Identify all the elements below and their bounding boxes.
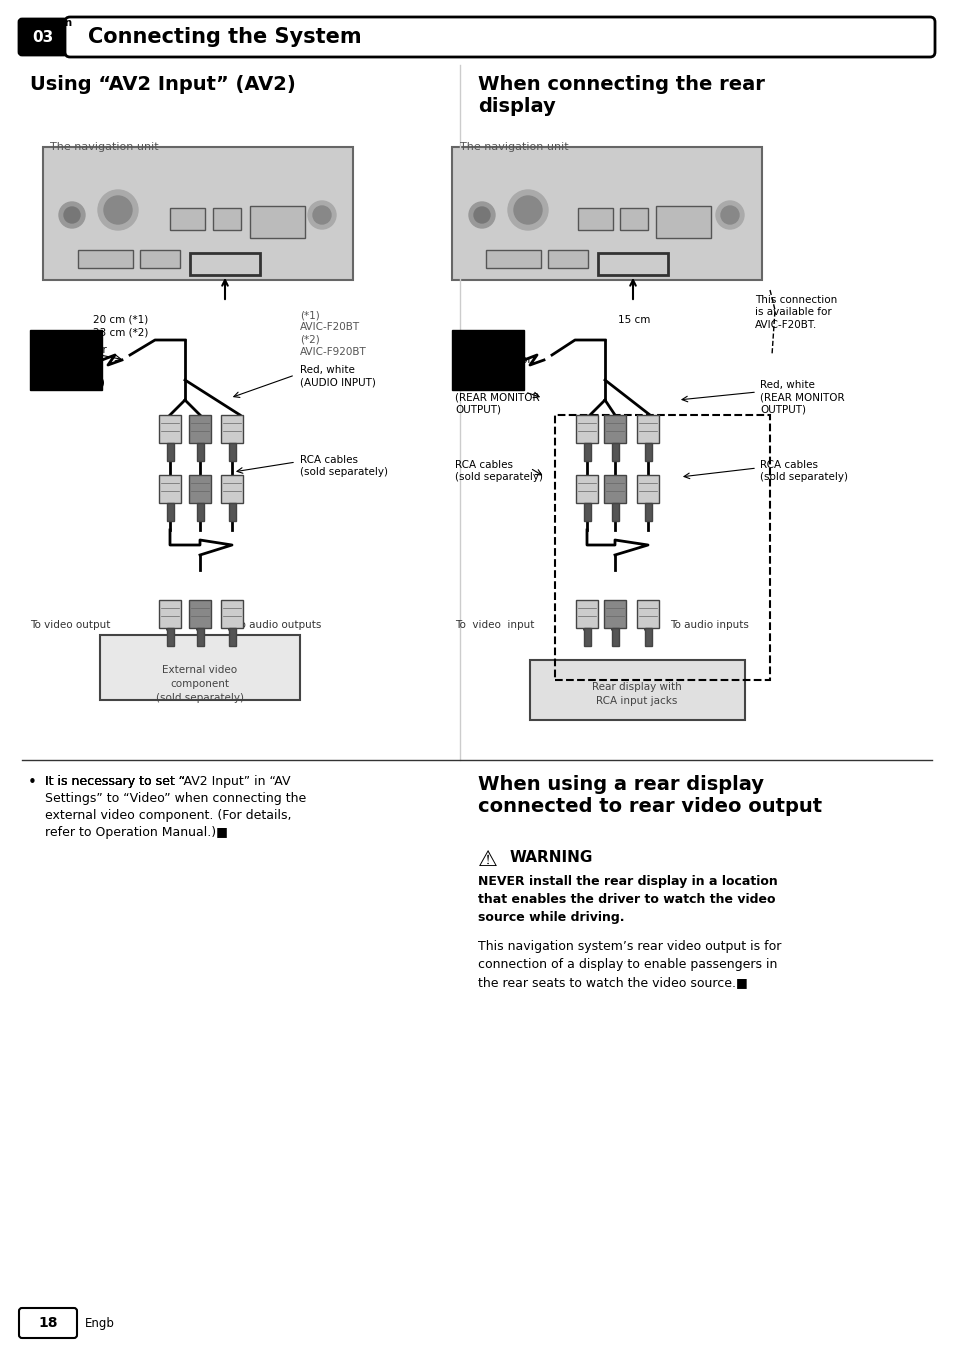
Circle shape — [514, 196, 541, 224]
Bar — [250, 206, 305, 238]
Bar — [100, 635, 299, 700]
Circle shape — [104, 196, 132, 224]
Bar — [167, 503, 173, 521]
Bar — [576, 600, 598, 627]
Bar — [196, 443, 204, 461]
Text: To  video  input: To video input — [455, 621, 534, 630]
Circle shape — [720, 206, 739, 224]
Bar — [612, 503, 618, 521]
Bar — [189, 600, 211, 627]
Text: RCA cables
(sold separately): RCA cables (sold separately) — [299, 456, 388, 477]
Bar — [612, 627, 618, 646]
Bar — [159, 600, 181, 627]
FancyBboxPatch shape — [19, 1307, 77, 1338]
Bar — [583, 627, 590, 646]
Bar — [167, 443, 173, 461]
Text: WARNING: WARNING — [510, 850, 593, 865]
Bar — [485, 250, 540, 268]
Circle shape — [716, 201, 743, 228]
Bar — [637, 415, 659, 443]
Bar — [190, 253, 260, 274]
FancyBboxPatch shape — [452, 147, 761, 280]
FancyBboxPatch shape — [65, 18, 934, 57]
Bar — [530, 660, 744, 721]
Text: 18: 18 — [38, 1315, 58, 1330]
Text: External video
component
(sold separately): External video component (sold separatel… — [156, 665, 244, 703]
Bar — [140, 250, 180, 268]
Circle shape — [308, 201, 335, 228]
Bar — [603, 600, 625, 627]
Circle shape — [64, 207, 80, 223]
Text: Yellow
(REAR MONITOR
OUTPUT): Yellow (REAR MONITOR OUTPUT) — [455, 380, 539, 415]
Bar — [221, 415, 243, 443]
Text: Yellow
(VIDEO INPUT): Yellow (VIDEO INPUT) — [30, 365, 105, 388]
Text: Rear display with
RCA input jacks: Rear display with RCA input jacks — [592, 681, 681, 706]
Bar — [547, 250, 587, 268]
Text: When using a rear display
connected to rear video output: When using a rear display connected to r… — [477, 775, 821, 817]
Circle shape — [313, 206, 331, 224]
Bar — [159, 415, 181, 443]
Text: Red, white
(AUDIO INPUT): Red, white (AUDIO INPUT) — [299, 365, 375, 388]
Bar — [170, 208, 205, 230]
Bar — [196, 627, 204, 646]
Bar — [583, 503, 590, 521]
Bar — [578, 208, 613, 230]
Text: The navigation unit: The navigation unit — [459, 142, 568, 151]
Text: Section: Section — [28, 18, 72, 28]
Bar — [189, 475, 211, 503]
Text: Connecting the System: Connecting the System — [88, 27, 361, 47]
Bar — [78, 250, 132, 268]
Text: To video output: To video output — [30, 621, 111, 630]
Bar — [452, 330, 523, 389]
Text: RCA connector: RCA connector — [455, 356, 531, 365]
Bar — [576, 415, 598, 443]
Bar — [229, 503, 235, 521]
Bar — [30, 330, 102, 389]
Bar — [221, 475, 243, 503]
Bar — [229, 443, 235, 461]
Circle shape — [59, 201, 85, 228]
Bar — [213, 208, 241, 230]
Text: It is necessary to set “: It is necessary to set “ — [45, 775, 185, 788]
Bar — [196, 503, 204, 521]
Bar — [612, 443, 618, 461]
Bar — [159, 475, 181, 503]
Text: The navigation unit: The navigation unit — [50, 142, 158, 151]
Text: Red, white
(REAR MONITOR
OUTPUT): Red, white (REAR MONITOR OUTPUT) — [760, 380, 843, 415]
Text: (*1)
AVIC-F20BT
(*2)
AVIC-F920BT: (*1) AVIC-F20BT (*2) AVIC-F920BT — [299, 310, 366, 357]
Bar — [644, 503, 651, 521]
Bar — [644, 627, 651, 646]
Text: ⚠: ⚠ — [477, 850, 497, 869]
Bar — [167, 627, 173, 646]
Text: This connection
is available for
AVIC-F20BT.: This connection is available for AVIC-F2… — [754, 295, 837, 330]
Bar — [619, 208, 647, 230]
Bar — [637, 600, 659, 627]
Text: Using “AV2 Input” (AV2): Using “AV2 Input” (AV2) — [30, 74, 295, 95]
FancyBboxPatch shape — [19, 19, 67, 55]
Text: RCA connector: RCA connector — [30, 345, 107, 356]
Text: refer to Operation Manual.)■: refer to Operation Manual.)■ — [45, 826, 228, 840]
Bar — [637, 475, 659, 503]
Bar — [555, 415, 769, 680]
Bar — [603, 475, 625, 503]
Text: RCA cables
(sold separately): RCA cables (sold separately) — [760, 460, 847, 483]
Text: To audio inputs: To audio inputs — [669, 621, 748, 630]
Text: external video component. (For details,: external video component. (For details, — [45, 808, 292, 822]
Text: When connecting the rear
display: When connecting the rear display — [477, 74, 764, 116]
FancyBboxPatch shape — [43, 147, 353, 280]
Bar — [603, 415, 625, 443]
Bar — [221, 600, 243, 627]
Text: RCA cables
(sold separately): RCA cables (sold separately) — [455, 460, 542, 483]
Bar — [598, 253, 667, 274]
Text: 03: 03 — [32, 30, 53, 45]
Text: To audio outputs: To audio outputs — [234, 621, 321, 630]
Bar — [189, 415, 211, 443]
Circle shape — [469, 201, 495, 228]
Text: Settings” to “Video” when connecting the: Settings” to “Video” when connecting the — [45, 792, 306, 804]
Text: It is necessary to set “AV2 Input” in “AV: It is necessary to set “AV2 Input” in “A… — [45, 775, 291, 788]
Text: 20 cm (*1)
23 cm (*2): 20 cm (*1) 23 cm (*2) — [92, 315, 148, 338]
Text: Engb: Engb — [85, 1317, 114, 1329]
Text: It is necessary to set “: It is necessary to set “ — [45, 775, 185, 788]
Circle shape — [98, 191, 138, 230]
Bar — [644, 443, 651, 461]
